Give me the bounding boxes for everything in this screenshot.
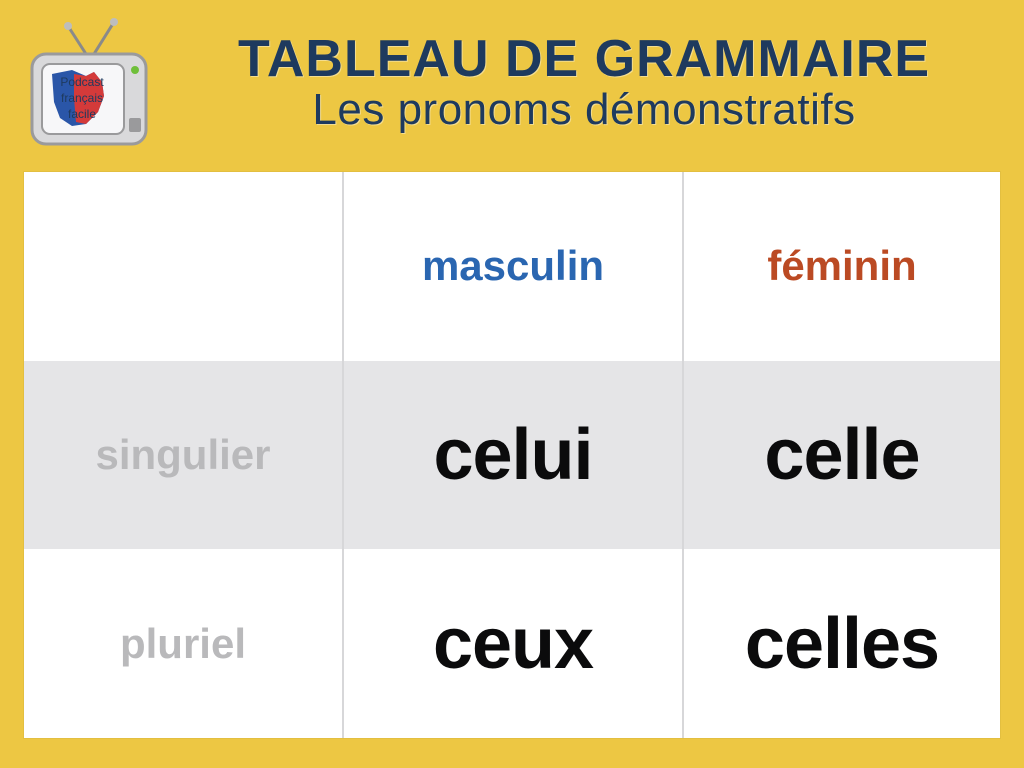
value: celui — [433, 414, 592, 496]
page-title: TABLEAU DE GRAMMAIRE — [168, 32, 1000, 87]
row-label-pluriel: pluriel — [24, 549, 344, 738]
header-masculin-label: masculin — [422, 242, 604, 290]
row-label-singulier: singulier — [24, 361, 344, 550]
header-feminin-label: féminin — [767, 242, 916, 290]
table-row: singulier celui celle — [24, 361, 1000, 550]
slide: Podcast français facile TABLEAU DE GRAMM… — [0, 0, 1024, 768]
value: ceux — [433, 603, 593, 685]
logo-line-1: Podcast — [60, 75, 104, 89]
cell-pluriel-masculin: ceux — [344, 549, 684, 738]
titles: TABLEAU DE GRAMMAIRE Les pronoms démonst… — [168, 18, 1000, 135]
logo-line-2: français — [61, 91, 103, 105]
table-header-row: masculin féminin — [24, 172, 1000, 361]
header-feminin: féminin — [684, 172, 1000, 361]
tv-logo-icon: Podcast français facile — [24, 18, 154, 158]
cell-pluriel-feminin: celles — [684, 549, 1000, 738]
row-label: singulier — [95, 431, 270, 479]
value: celles — [745, 603, 939, 685]
table-row: pluriel ceux celles — [24, 549, 1000, 738]
logo-line-3: facile — [68, 107, 96, 121]
cell-singulier-masculin: celui — [344, 361, 684, 550]
header-masculin: masculin — [344, 172, 684, 361]
header-empty-cell — [24, 172, 344, 361]
page-subtitle: Les pronoms démonstratifs — [168, 85, 1000, 135]
grammar-table: masculin féminin singulier celui celle p… — [24, 172, 1000, 738]
row-label: pluriel — [120, 620, 246, 668]
logo: Podcast français facile — [24, 18, 154, 158]
header: Podcast français facile TABLEAU DE GRAMM… — [24, 18, 1000, 170]
cell-singulier-feminin: celle — [684, 361, 1000, 550]
value: celle — [764, 414, 919, 496]
